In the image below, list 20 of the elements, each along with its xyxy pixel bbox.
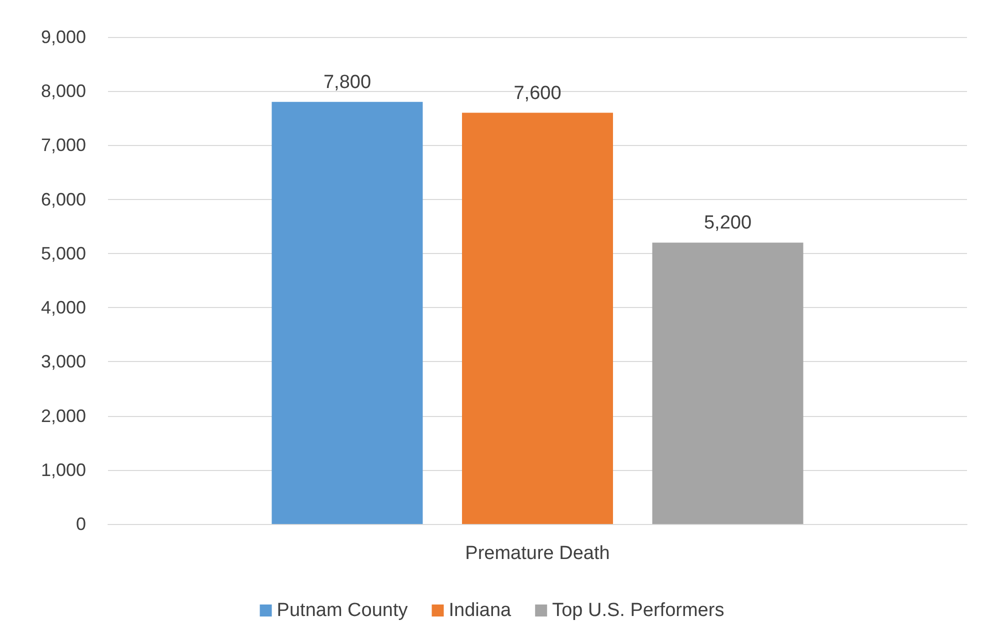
y-tick-label: 0 [76, 514, 86, 534]
y-tick-label: 8,000 [40, 81, 86, 102]
y-tick-label: 6,000 [40, 189, 86, 210]
data-label: 7,800 [323, 72, 372, 93]
y-tick-label: 7,000 [40, 135, 86, 156]
y-tick-label: 1,000 [40, 460, 86, 480]
bar [462, 112, 613, 524]
y-tick-label: 3,000 [40, 352, 86, 372]
y-tick-label: 4,000 [40, 298, 86, 318]
x-tick-label: Premature Death [465, 543, 610, 564]
legend-label: Indiana [448, 600, 512, 621]
bar [652, 242, 804, 524]
bar [272, 102, 423, 524]
data-label: 5,200 [704, 212, 752, 234]
y-tick-label: 5,000 [40, 243, 86, 264]
y-tick-label: 2,000 [40, 406, 86, 426]
legend-label: Putnam County [276, 600, 408, 621]
legend-label: Top U.S. Performers [552, 600, 724, 621]
y-tick-label: 9,000 [40, 27, 86, 47]
data-label: 7,600 [514, 82, 562, 104]
